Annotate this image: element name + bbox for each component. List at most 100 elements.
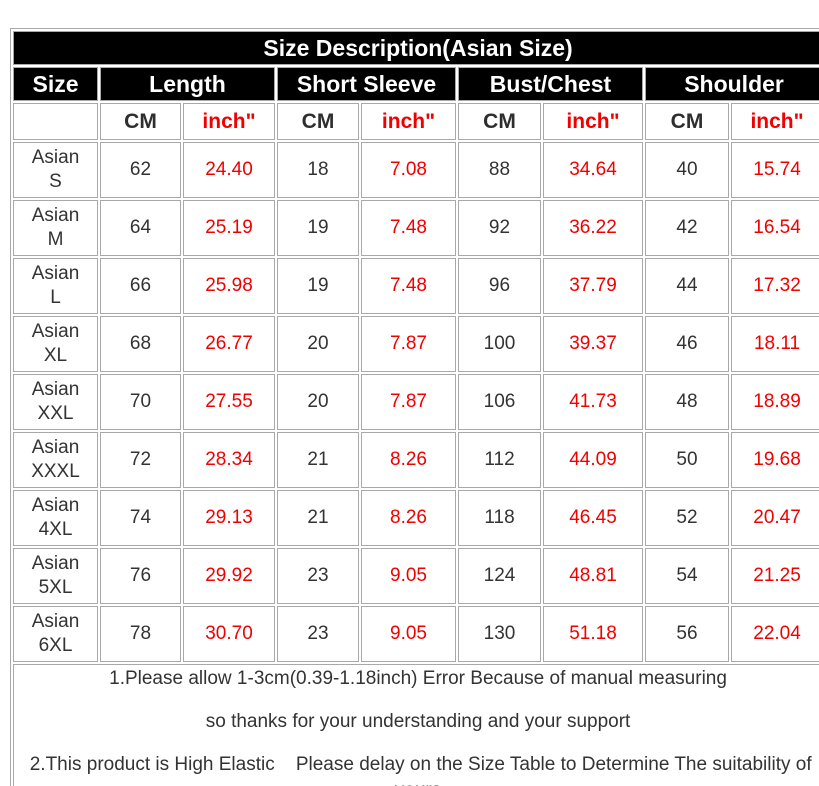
unit-header-length-cm: CM <box>100 103 181 140</box>
table-row: Asian 5XL 76 29.92 23 9.05 124 48.81 54 … <box>13 548 819 604</box>
length-inch-value: 29.13 <box>183 490 275 546</box>
table-row: Asian L 66 25.98 19 7.48 96 37.79 44 17.… <box>13 258 819 314</box>
shoulder-inch-value: 19.68 <box>731 432 819 488</box>
sleeve-inch-value: 7.48 <box>361 200 456 256</box>
bust-inch-value: 41.73 <box>543 374 643 430</box>
sleeve-inch-value: 7.08 <box>361 142 456 198</box>
bust-cm-value: 124 <box>458 548 541 604</box>
bust-cm-value: 130 <box>458 606 541 662</box>
size-label: Asian L <box>13 258 98 314</box>
bust-cm-value: 112 <box>458 432 541 488</box>
column-header-bust-chest: Bust/Chest <box>458 67 643 101</box>
shoulder-inch-value: 15.74 <box>731 142 819 198</box>
sleeve-inch-value: 7.87 <box>361 374 456 430</box>
bust-inch-value: 34.64 <box>543 142 643 198</box>
length-cm-value: 78 <box>100 606 181 662</box>
notes-section: 1.Please allow 1-3cm(0.39-1.18inch) Erro… <box>13 664 819 786</box>
bust-cm-value: 100 <box>458 316 541 372</box>
shoulder-cm-value: 40 <box>645 142 729 198</box>
column-header-short-sleeve: Short Sleeve <box>277 67 456 101</box>
length-cm-value: 64 <box>100 200 181 256</box>
unit-header-bust-inch: inch" <box>543 103 643 140</box>
sleeve-cm-value: 23 <box>277 606 359 662</box>
bust-cm-value: 106 <box>458 374 541 430</box>
shoulder-inch-value: 20.47 <box>731 490 819 546</box>
size-label: Asian XXXL <box>13 432 98 488</box>
length-inch-value: 27.55 <box>183 374 275 430</box>
sleeve-inch-value: 9.05 <box>361 548 456 604</box>
unit-header-length-inch: inch" <box>183 103 275 140</box>
size-label: Asian XL <box>13 316 98 372</box>
bust-inch-value: 37.79 <box>543 258 643 314</box>
sleeve-cm-value: 19 <box>277 258 359 314</box>
sleeve-inch-value: 8.26 <box>361 490 456 546</box>
sleeve-inch-value: 8.26 <box>361 432 456 488</box>
size-label: Asian 5XL <box>13 548 98 604</box>
shoulder-inch-value: 21.25 <box>731 548 819 604</box>
size-label: Asian M <box>13 200 98 256</box>
table-row: Asian XL 68 26.77 20 7.87 100 39.37 46 1… <box>13 316 819 372</box>
table-row: Asian 4XL 74 29.13 21 8.26 118 46.45 52 … <box>13 490 819 546</box>
bust-inch-value: 48.81 <box>543 548 643 604</box>
note-measuring-error: 1.Please allow 1-3cm(0.39-1.18inch) Erro… <box>109 668 727 689</box>
unit-header-sleeve-cm: CM <box>277 103 359 140</box>
bust-cm-value: 96 <box>458 258 541 314</box>
notes-row: 1.Please allow 1-3cm(0.39-1.18inch) Erro… <box>13 664 819 786</box>
column-header-size: Size <box>13 67 98 101</box>
table-row: Asian S 62 24.40 18 7.08 88 34.64 40 15.… <box>13 142 819 198</box>
size-label: Asian XXL <box>13 374 98 430</box>
sleeve-inch-value: 7.48 <box>361 258 456 314</box>
length-inch-value: 29.92 <box>183 548 275 604</box>
shoulder-inch-value: 17.32 <box>731 258 819 314</box>
shoulder-inch-value: 18.89 <box>731 374 819 430</box>
length-cm-value: 72 <box>100 432 181 488</box>
table-row: Asian XXL 70 27.55 20 7.87 106 41.73 48 … <box>13 374 819 430</box>
sleeve-inch-value: 9.05 <box>361 606 456 662</box>
unit-header-bust-cm: CM <box>458 103 541 140</box>
sleeve-cm-value: 20 <box>277 316 359 372</box>
bust-inch-value: 46.45 <box>543 490 643 546</box>
length-inch-value: 24.40 <box>183 142 275 198</box>
bust-cm-value: 92 <box>458 200 541 256</box>
shoulder-cm-value: 50 <box>645 432 729 488</box>
shoulder-inch-value: 22.04 <box>731 606 819 662</box>
sleeve-cm-value: 20 <box>277 374 359 430</box>
unit-header-row: CM inch" CM inch" CM inch" CM inch" <box>13 103 819 140</box>
size-label: Asian S <box>13 142 98 198</box>
size-chart-table: Size Description(Asian Size) Size Length… <box>10 28 819 786</box>
unit-header-shoulder-cm: CM <box>645 103 729 140</box>
table-row: Asian XXXL 72 28.34 21 8.26 112 44.09 50… <box>13 432 819 488</box>
length-cm-value: 76 <box>100 548 181 604</box>
bust-inch-value: 44.09 <box>543 432 643 488</box>
length-cm-value: 74 <box>100 490 181 546</box>
length-inch-value: 28.34 <box>183 432 275 488</box>
shoulder-inch-value: 16.54 <box>731 200 819 256</box>
unit-header-shoulder-inch: inch" <box>731 103 819 140</box>
bust-inch-value: 39.37 <box>543 316 643 372</box>
column-header-shoulder: Shoulder <box>645 67 819 101</box>
sleeve-inch-value: 7.87 <box>361 316 456 372</box>
sleeve-cm-value: 19 <box>277 200 359 256</box>
length-cm-value: 62 <box>100 142 181 198</box>
length-inch-value: 25.98 <box>183 258 275 314</box>
shoulder-cm-value: 42 <box>645 200 729 256</box>
table-title: Size Description(Asian Size) <box>13 31 819 65</box>
length-inch-value: 25.19 <box>183 200 275 256</box>
size-label: Asian 4XL <box>13 490 98 546</box>
shoulder-cm-value: 54 <box>645 548 729 604</box>
table-row: Asian 6XL 78 30.70 23 9.05 130 51.18 56 … <box>13 606 819 662</box>
length-inch-value: 26.77 <box>183 316 275 372</box>
table-title-row: Size Description(Asian Size) <box>13 31 819 65</box>
shoulder-cm-value: 44 <box>645 258 729 314</box>
bust-inch-value: 36.22 <box>543 200 643 256</box>
shoulder-cm-value: 46 <box>645 316 729 372</box>
shoulder-cm-value: 56 <box>645 606 729 662</box>
note-high-elastic: 2.This product is High Elastic Please de… <box>29 754 812 786</box>
shoulder-cm-value: 48 <box>645 374 729 430</box>
length-inch-value: 30.70 <box>183 606 275 662</box>
sleeve-cm-value: 21 <box>277 432 359 488</box>
length-cm-value: 66 <box>100 258 181 314</box>
bust-cm-value: 118 <box>458 490 541 546</box>
sleeve-cm-value: 21 <box>277 490 359 546</box>
